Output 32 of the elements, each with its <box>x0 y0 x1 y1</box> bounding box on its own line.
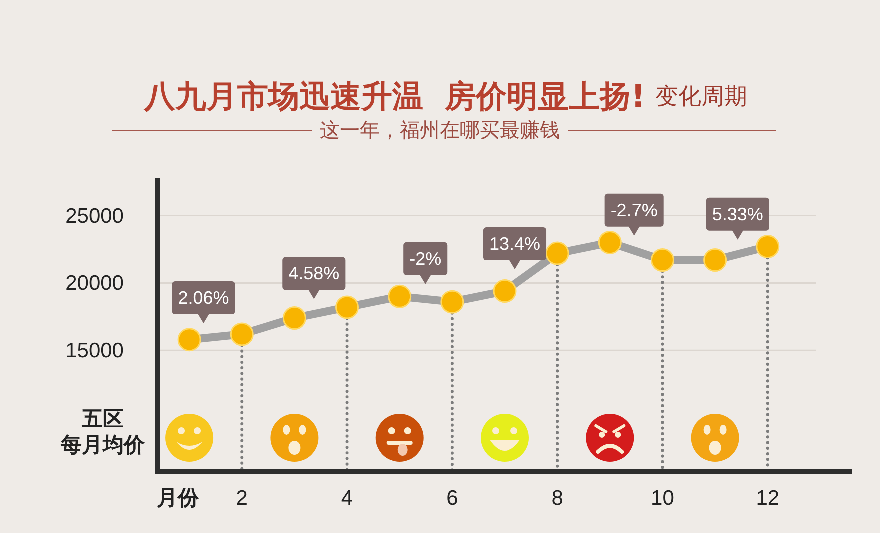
point <box>282 306 306 330</box>
point <box>704 248 728 272</box>
point <box>440 290 464 314</box>
chart-subtitle: 这一年，福州在哪买最赚钱 <box>320 118 560 142</box>
annotation: 2.06% <box>178 288 230 308</box>
annotation: -2% <box>410 248 442 269</box>
y-tick-label: 25000 <box>66 204 124 228</box>
x-tick-label: 8 <box>552 487 564 510</box>
point <box>650 248 674 272</box>
point <box>230 322 254 346</box>
y-tick-label: 15000 <box>66 340 124 363</box>
point <box>388 284 412 308</box>
point <box>546 242 570 266</box>
x-tick-label: 10 <box>651 487 674 510</box>
x-tick-label: 6 <box>446 487 458 510</box>
text: 变化周期 <box>655 84 748 110</box>
y-axis-title: 五区每月均价 <box>60 407 146 457</box>
annotation: -2.7% <box>610 200 658 220</box>
annotation: 13.4% <box>489 234 541 254</box>
point <box>178 328 202 352</box>
point <box>598 231 622 254</box>
y-tick-label: 20000 <box>66 272 124 296</box>
point <box>336 296 360 320</box>
point <box>493 280 517 304</box>
annotation: 4.58% <box>288 264 340 284</box>
x-tick-label: 4 <box>341 487 354 510</box>
annotation: 5.33% <box>712 204 764 224</box>
x-tick-label: 12 <box>756 487 780 510</box>
x-tick-label: 2 <box>236 487 248 510</box>
x-axis-title: 月份 <box>156 486 200 510</box>
chart-title: 八九月市场迅速升温 房价明显上扬! <box>144 79 646 115</box>
point <box>756 235 780 259</box>
